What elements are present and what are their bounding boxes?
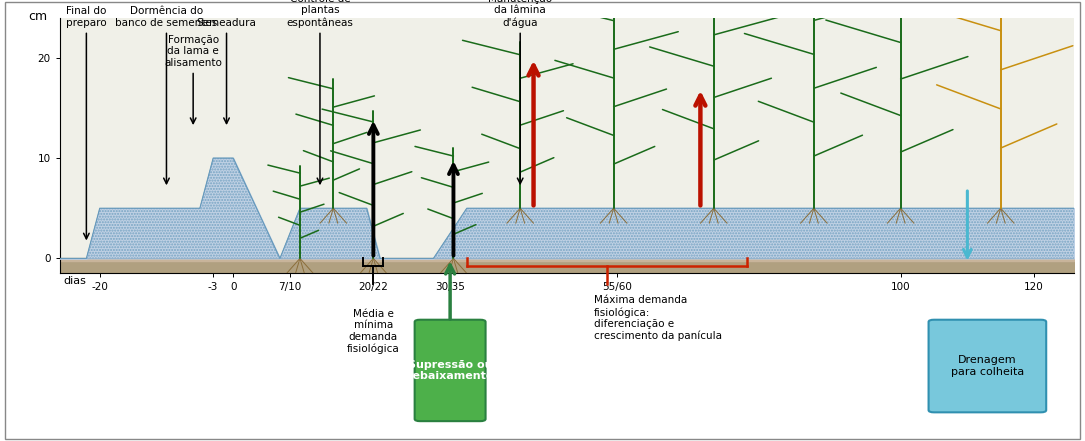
Text: Média e
mínima
demanda
fisiológica: Média e mínima demanda fisiológica xyxy=(347,309,399,354)
Text: Semeadura: Semeadura xyxy=(196,18,256,123)
Text: Formação
da lama e
alisamento: Formação da lama e alisamento xyxy=(164,34,222,123)
Y-axis label: cm: cm xyxy=(28,10,48,23)
Text: Máxima demanda
fisiológica:
diferenciação e
crescimento da panícula: Máxima demanda fisiológica: diferenciaçã… xyxy=(593,295,722,341)
Text: Manutenção
da lâmina
d'água: Manutenção da lâmina d'água xyxy=(488,0,552,183)
Text: Drenagem
para colheita: Drenagem para colheita xyxy=(950,355,1024,377)
Text: Final do
preparo: Final do preparo xyxy=(66,6,106,239)
Text: Dormência do
banco de sementes: Dormência do banco de sementes xyxy=(115,6,218,183)
Text: dias: dias xyxy=(63,277,86,286)
Text: Controle de
plantas
espontâneas: Controle de plantas espontâneas xyxy=(286,0,354,183)
Text: Supressão ou
rebaixamento: Supressão ou rebaixamento xyxy=(407,360,494,381)
